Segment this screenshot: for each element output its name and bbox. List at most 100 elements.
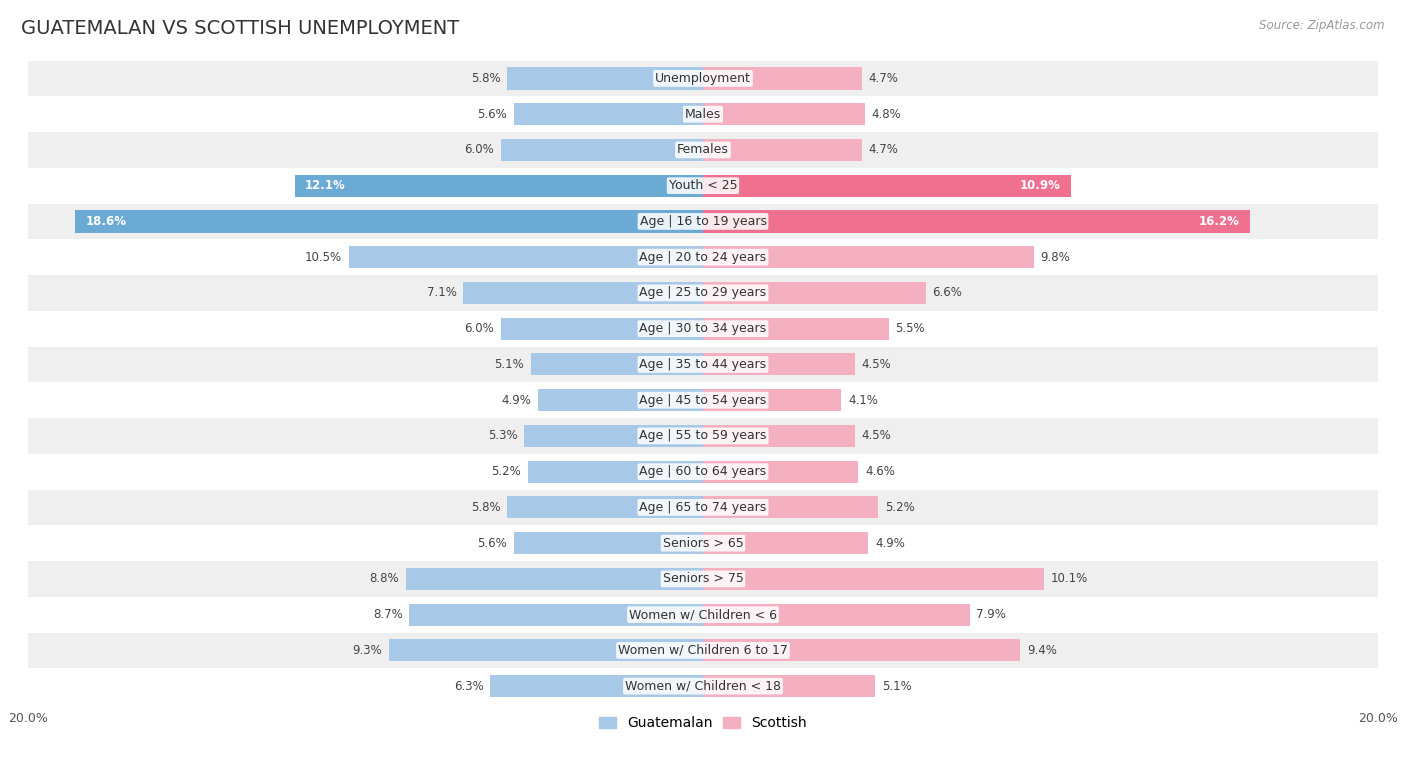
Bar — [703, 460, 858, 483]
Text: 9.4%: 9.4% — [1026, 644, 1057, 657]
Bar — [703, 532, 869, 554]
Text: 7.1%: 7.1% — [427, 286, 457, 300]
Bar — [406, 568, 703, 590]
Text: 4.5%: 4.5% — [862, 358, 891, 371]
Bar — [527, 460, 703, 483]
Bar — [409, 603, 703, 626]
Text: 12.1%: 12.1% — [305, 179, 346, 192]
Bar — [28, 525, 1378, 561]
Legend: Guatemalan, Scottish: Guatemalan, Scottish — [593, 711, 813, 736]
Text: 4.5%: 4.5% — [862, 429, 891, 442]
Text: 6.0%: 6.0% — [464, 143, 494, 157]
Text: 5.6%: 5.6% — [478, 537, 508, 550]
Text: Age | 45 to 54 years: Age | 45 to 54 years — [640, 394, 766, 407]
Bar — [703, 354, 855, 375]
Bar — [28, 275, 1378, 311]
Bar — [703, 318, 889, 340]
Text: 16.2%: 16.2% — [1199, 215, 1240, 228]
Text: 5.6%: 5.6% — [478, 107, 508, 120]
Bar — [515, 103, 703, 125]
Text: 10.5%: 10.5% — [305, 251, 342, 263]
Text: Women w/ Children 6 to 17: Women w/ Children 6 to 17 — [619, 644, 787, 657]
Bar — [28, 597, 1378, 633]
Bar — [28, 418, 1378, 453]
Bar — [389, 640, 703, 662]
Bar — [703, 389, 841, 411]
Text: 4.7%: 4.7% — [869, 143, 898, 157]
Text: Age | 25 to 29 years: Age | 25 to 29 years — [640, 286, 766, 300]
Text: Females: Females — [678, 143, 728, 157]
Text: 10.9%: 10.9% — [1019, 179, 1060, 192]
Text: 18.6%: 18.6% — [86, 215, 127, 228]
Bar — [28, 561, 1378, 597]
Text: Women w/ Children < 18: Women w/ Children < 18 — [626, 680, 780, 693]
Text: Women w/ Children < 6: Women w/ Children < 6 — [628, 608, 778, 621]
Bar — [28, 239, 1378, 275]
Bar — [28, 204, 1378, 239]
Text: Age | 65 to 74 years: Age | 65 to 74 years — [640, 501, 766, 514]
Text: Age | 16 to 19 years: Age | 16 to 19 years — [640, 215, 766, 228]
Bar — [76, 210, 703, 232]
Bar — [28, 311, 1378, 347]
Bar — [501, 318, 703, 340]
Bar — [703, 175, 1071, 197]
Text: Age | 35 to 44 years: Age | 35 to 44 years — [640, 358, 766, 371]
Bar — [491, 675, 703, 697]
Text: 4.1%: 4.1% — [848, 394, 877, 407]
Text: 5.1%: 5.1% — [495, 358, 524, 371]
Text: 9.3%: 9.3% — [353, 644, 382, 657]
Text: Youth < 25: Youth < 25 — [669, 179, 737, 192]
Bar — [703, 640, 1021, 662]
Bar — [703, 139, 862, 161]
Text: Age | 60 to 64 years: Age | 60 to 64 years — [640, 465, 766, 478]
Bar — [508, 497, 703, 519]
Bar — [28, 490, 1378, 525]
Text: 4.6%: 4.6% — [865, 465, 894, 478]
Bar — [349, 246, 703, 268]
Text: 5.2%: 5.2% — [491, 465, 520, 478]
Bar — [703, 210, 1250, 232]
Bar — [28, 453, 1378, 490]
Bar — [703, 497, 879, 519]
Text: 6.3%: 6.3% — [454, 680, 484, 693]
Text: 5.2%: 5.2% — [886, 501, 915, 514]
Bar — [28, 168, 1378, 204]
Bar — [28, 382, 1378, 418]
Text: 9.8%: 9.8% — [1040, 251, 1070, 263]
Bar — [28, 61, 1378, 96]
Bar — [703, 67, 862, 89]
Text: 6.0%: 6.0% — [464, 322, 494, 335]
Text: Males: Males — [685, 107, 721, 120]
Text: Age | 55 to 59 years: Age | 55 to 59 years — [640, 429, 766, 442]
Text: Seniors > 75: Seniors > 75 — [662, 572, 744, 585]
Text: 5.5%: 5.5% — [896, 322, 925, 335]
Bar — [464, 282, 703, 304]
Bar — [703, 103, 865, 125]
Bar — [703, 568, 1043, 590]
Bar — [295, 175, 703, 197]
Text: 4.9%: 4.9% — [875, 537, 905, 550]
Bar — [703, 282, 925, 304]
Text: 8.7%: 8.7% — [373, 608, 402, 621]
Bar — [28, 132, 1378, 168]
Bar — [703, 603, 970, 626]
Bar — [537, 389, 703, 411]
Bar — [703, 675, 875, 697]
Bar — [28, 633, 1378, 668]
Text: Source: ZipAtlas.com: Source: ZipAtlas.com — [1260, 19, 1385, 32]
Text: 10.1%: 10.1% — [1050, 572, 1088, 585]
Text: 8.8%: 8.8% — [370, 572, 399, 585]
Text: 4.7%: 4.7% — [869, 72, 898, 85]
Text: 5.1%: 5.1% — [882, 680, 911, 693]
Text: 4.8%: 4.8% — [872, 107, 901, 120]
Text: Age | 20 to 24 years: Age | 20 to 24 years — [640, 251, 766, 263]
Text: 5.8%: 5.8% — [471, 72, 501, 85]
Text: 6.6%: 6.6% — [932, 286, 962, 300]
Text: 5.8%: 5.8% — [471, 501, 501, 514]
Text: 4.9%: 4.9% — [501, 394, 531, 407]
Text: 5.3%: 5.3% — [488, 429, 517, 442]
Text: Age | 30 to 34 years: Age | 30 to 34 years — [640, 322, 766, 335]
Bar — [501, 139, 703, 161]
Text: Unemployment: Unemployment — [655, 72, 751, 85]
Bar — [703, 425, 855, 447]
